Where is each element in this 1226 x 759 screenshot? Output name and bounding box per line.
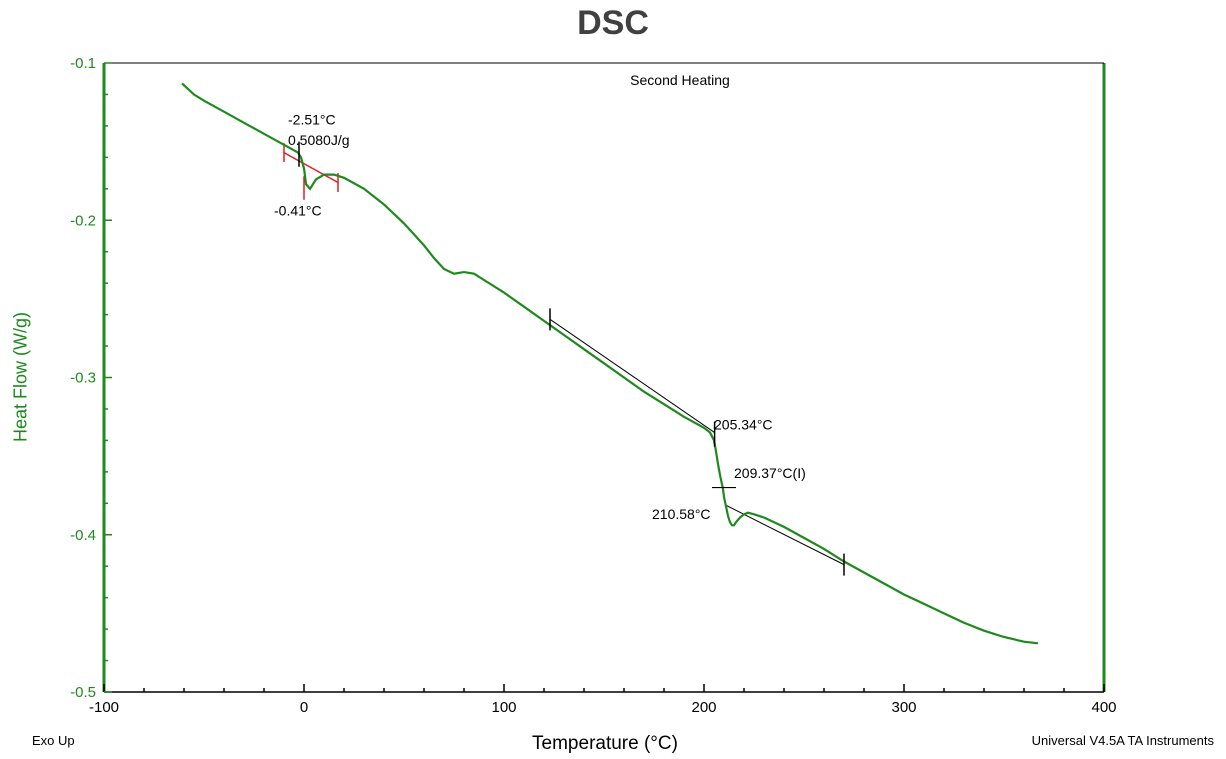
- baseline-red: [283, 151, 339, 184]
- x-tick-label: 400: [1091, 699, 1116, 716]
- y-tick-label: -0.3: [70, 370, 96, 387]
- chart-title: DSC: [577, 4, 649, 42]
- chart-subtitle: Second Heating: [630, 72, 730, 88]
- data-series-line: [181, 82, 1039, 645]
- annotation-label: 210.58°C: [652, 506, 711, 522]
- x-tick-label: 0: [300, 699, 308, 716]
- y-tick-label: -0.1: [70, 55, 96, 72]
- y-tick-label: -0.2: [70, 212, 96, 229]
- x-axis-label: Temperature (°C): [532, 733, 678, 754]
- tangent-line-upper: [549, 318, 715, 433]
- x-tick-label: 200: [691, 699, 716, 716]
- annotation-label: -2.51°C: [288, 111, 336, 127]
- annotation-label: 205.34°C: [714, 416, 773, 432]
- x-tick-label: 100: [491, 699, 516, 716]
- y-tick-label: -0.5: [70, 684, 96, 701]
- annotation-label: 209.37°C(I): [734, 465, 806, 481]
- exo-up-label: Exo Up: [32, 733, 75, 748]
- x-tick-label: 300: [891, 699, 916, 716]
- x-tick-label: -100: [89, 699, 119, 716]
- annotation-label: -0.41°C: [274, 203, 322, 219]
- annotation-label: 0.5080J/g: [288, 132, 350, 148]
- y-tick-label: -0.4: [70, 527, 96, 544]
- instrument-version-label: Universal V4.5A TA Instruments: [1031, 733, 1214, 748]
